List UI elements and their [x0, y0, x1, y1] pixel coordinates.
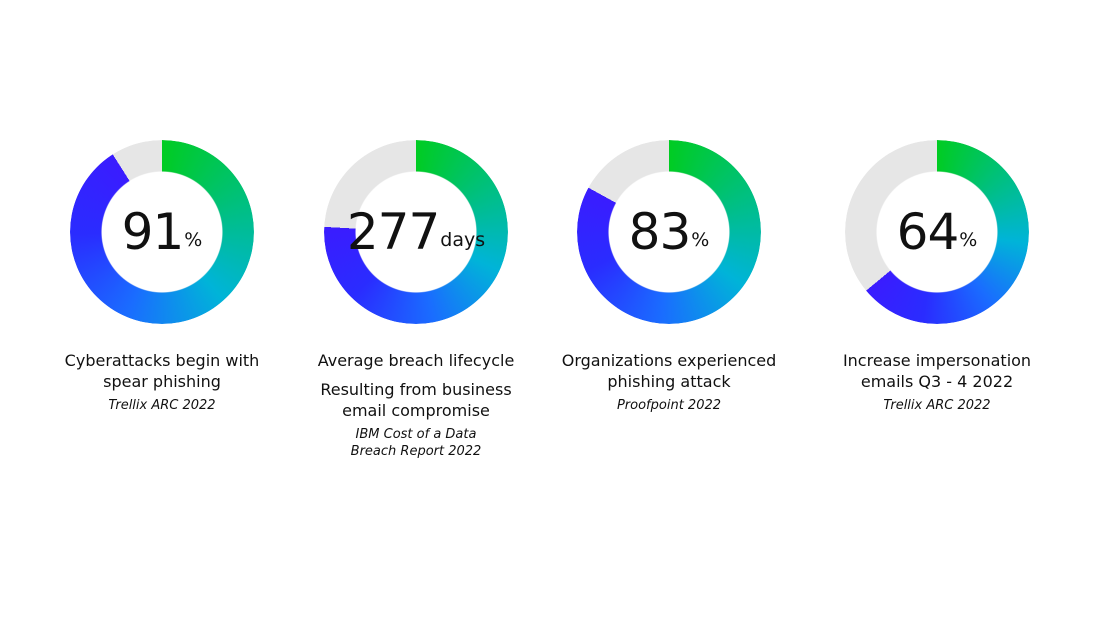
value-label: 83: [628, 203, 692, 261]
donut: 277 days: [324, 140, 508, 324]
donut-arc: [70, 140, 254, 324]
caption-subtitle: Resulting from business email compromise: [320, 380, 512, 420]
caption-title: Organizations experienced phishing attac…: [561, 351, 777, 391]
donut: 91%: [70, 140, 254, 324]
caption-source: Trellix ARC 2022: [883, 398, 991, 413]
caption-title: Cyberattacks begin with spear phishing: [64, 351, 260, 391]
donut-arc: [324, 140, 508, 324]
caption-source: Proofpoint 2022: [616, 398, 722, 413]
donut-center: 83%: [577, 140, 761, 324]
unit-label: days: [440, 229, 486, 251]
donut-center: 64%: [845, 140, 1029, 324]
donut-center: 277 days: [324, 140, 508, 324]
stat-column: 91% Cyberattacks begin with spear phishin…: [37, 140, 287, 414]
caption-source: Trellix ARC 2022: [108, 398, 216, 413]
unit-label: %: [184, 229, 203, 251]
caption-source: IBM Cost of a Data Breach Report 2022: [350, 427, 482, 459]
donut: 64%: [845, 140, 1029, 324]
unit-label: %: [691, 229, 710, 251]
stat-column: 277 days Average breach lifecycle Resulting…: [291, 140, 541, 460]
donut-center: 91%: [70, 140, 254, 324]
unit-label: %: [959, 229, 978, 251]
donut-arc: [577, 140, 761, 324]
stat-column: 83% Organizations experienced phishing at…: [544, 140, 794, 414]
caption-title: Increase impersonation emails Q3 - 4 202…: [842, 351, 1032, 391]
value-label: 64: [896, 203, 960, 261]
value-label: 91: [121, 203, 185, 261]
donut: 83%: [577, 140, 761, 324]
value-label: 277: [346, 203, 440, 261]
stat-column: 64% Increase impersonation emails Q3 - 4 …: [812, 140, 1062, 414]
donut-arc: [845, 140, 1029, 324]
caption-title: Average breach lifecycle: [317, 351, 515, 370]
